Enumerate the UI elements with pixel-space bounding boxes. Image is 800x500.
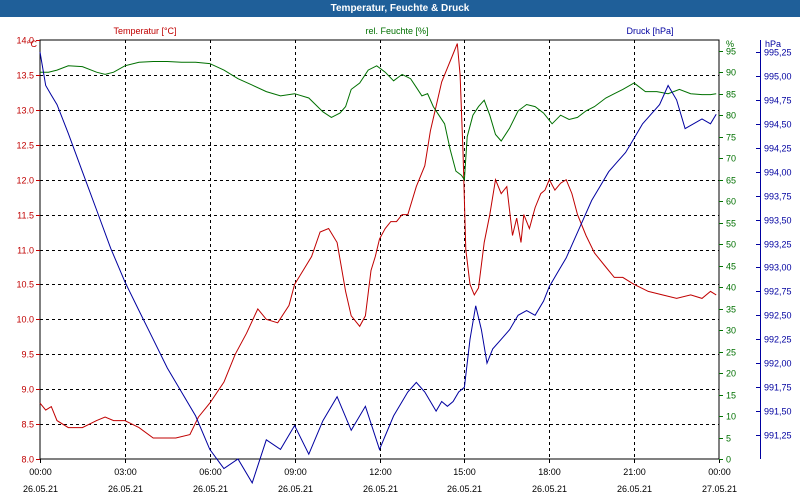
- pressure-tick-label: 992,75: [764, 287, 792, 297]
- humidity-tick-label: 65: [726, 176, 736, 186]
- temp-tick-label: 11.0: [17, 246, 34, 256]
- humidity-tick-label: 80: [726, 111, 736, 121]
- humidity-unit-label: %: [726, 39, 734, 49]
- x-tick-time-label: 00:00: [708, 467, 731, 477]
- x-tick-date-label: 26.05.21: [363, 484, 398, 494]
- x-tick-time-label: 06:00: [199, 467, 222, 477]
- pressure-tick-label: 993,50: [764, 216, 792, 226]
- chart-grid: [39, 39, 720, 460]
- humidity-tick-label: 55: [726, 219, 736, 229]
- temperature-series-line: [39, 43, 717, 439]
- humidity-tick-label: 20: [726, 369, 736, 379]
- humidity-tick-label: 45: [726, 262, 736, 272]
- pressure-tick-label: 992,50: [764, 311, 792, 321]
- humidity-tick-label: 35: [726, 305, 736, 315]
- plot-frame: [39, 39, 720, 460]
- pressure-tick-label: 994,25: [764, 144, 792, 154]
- humidity-tick-label: 10: [726, 412, 736, 422]
- x-tick-time-label: 03:00: [114, 467, 137, 477]
- humidity-tick-label: 85: [726, 90, 736, 100]
- x-tick-time-label: 18:00: [538, 467, 561, 477]
- pressure-axis-title: Druck [hPa]: [626, 26, 673, 36]
- pressure-unit-label: hPa: [765, 39, 781, 49]
- humidity-series-line: [40, 61, 717, 182]
- pressure-tick-label: 993,00: [764, 263, 792, 273]
- chart-series: [39, 43, 717, 485]
- temp-tick-label: 12.0: [16, 176, 34, 186]
- x-tick-time-label: 21:00: [623, 467, 646, 477]
- humidity-tick-label: 30: [726, 326, 736, 336]
- x-tick-time-label: 15:00: [453, 467, 476, 477]
- temp-unit-label: °C: [27, 39, 38, 49]
- temp-tick-label: 10.5: [16, 280, 34, 290]
- window-title: Temperatur, Feuchte & Druck: [0, 0, 800, 17]
- humidity-tick-label: 50: [726, 240, 736, 250]
- pressure-tick-label: 991,50: [764, 407, 792, 417]
- humidity-axis-title: rel. Feuchte [%]: [365, 26, 428, 36]
- pressure-series-line: [39, 51, 717, 485]
- x-tick-date-label: 26.05.21: [278, 484, 313, 494]
- humidity-tick-label: 60: [726, 197, 736, 207]
- x-tick-date-label: 26.05.21: [447, 484, 482, 494]
- humidity-tick-label: 90: [726, 68, 736, 78]
- temp-tick-label: 13.5: [16, 71, 34, 81]
- temp-tick-label: 8.0: [21, 455, 34, 465]
- pressure-tick-label: 992,00: [764, 359, 792, 369]
- x-tick-time-label: 09:00: [284, 467, 307, 477]
- humidity-tick-label: 5: [726, 434, 731, 444]
- temp-tick-label: 11.5: [17, 211, 34, 221]
- temp-tick-label: 9.0: [21, 385, 34, 395]
- pressure-tick-label: 994,50: [764, 120, 792, 130]
- pressure-tick-label: 994,75: [764, 96, 792, 106]
- pressure-tick-label: 993,25: [764, 240, 792, 250]
- x-tick-time-label: 12:00: [369, 467, 392, 477]
- pressure-tick-label: 994,00: [764, 168, 792, 178]
- temp-tick-label: 13.0: [16, 106, 34, 116]
- temp-tick-label: 9.5: [21, 350, 34, 360]
- temp-tick-label: 10.0: [16, 315, 34, 325]
- pressure-tick-label: 992,25: [764, 335, 792, 345]
- pressure-tick-label: 995,25: [764, 48, 792, 58]
- humidity-tick-label: 95: [726, 47, 736, 57]
- temp-axis-title: Temperatur [°C]: [113, 26, 176, 36]
- x-tick-date-label: 26.05.21: [23, 484, 58, 494]
- pressure-tick-label: 993,75: [764, 192, 792, 202]
- humidity-tick-label: 0: [726, 455, 731, 465]
- humidity-tick-label: 40: [726, 283, 736, 293]
- temp-tick-label: 8.5: [21, 420, 34, 430]
- humidity-tick-label: 15: [726, 391, 736, 401]
- x-tick-date-label: 26.05.21: [108, 484, 143, 494]
- x-tick-date-label: 27.05.21: [702, 484, 737, 494]
- temp-tick-label: 12.5: [16, 141, 34, 151]
- pressure-tick-label: 995,00: [764, 72, 792, 82]
- humidity-tick-label: 75: [726, 133, 736, 143]
- chart-axes: 8.0 8.5 9.0 9.5 10.0 10.5 11.0 11.5 12.0 12.5 13.0…: [16, 26, 791, 494]
- x-tick-date-label: 26.05.21: [193, 484, 228, 494]
- x-tick-date-label: 26.05.21: [617, 484, 652, 494]
- humidity-tick-label: 25: [726, 348, 736, 358]
- pressure-tick-label: 991,75: [764, 383, 792, 393]
- temp-tick-label: 14.0: [16, 36, 34, 46]
- x-tick-date-label: 26.05.21: [532, 484, 567, 494]
- pressure-tick-label: 991,25: [764, 431, 792, 441]
- humidity-tick-label: 70: [726, 154, 736, 164]
- x-tick-time-label: 00:00: [29, 467, 52, 477]
